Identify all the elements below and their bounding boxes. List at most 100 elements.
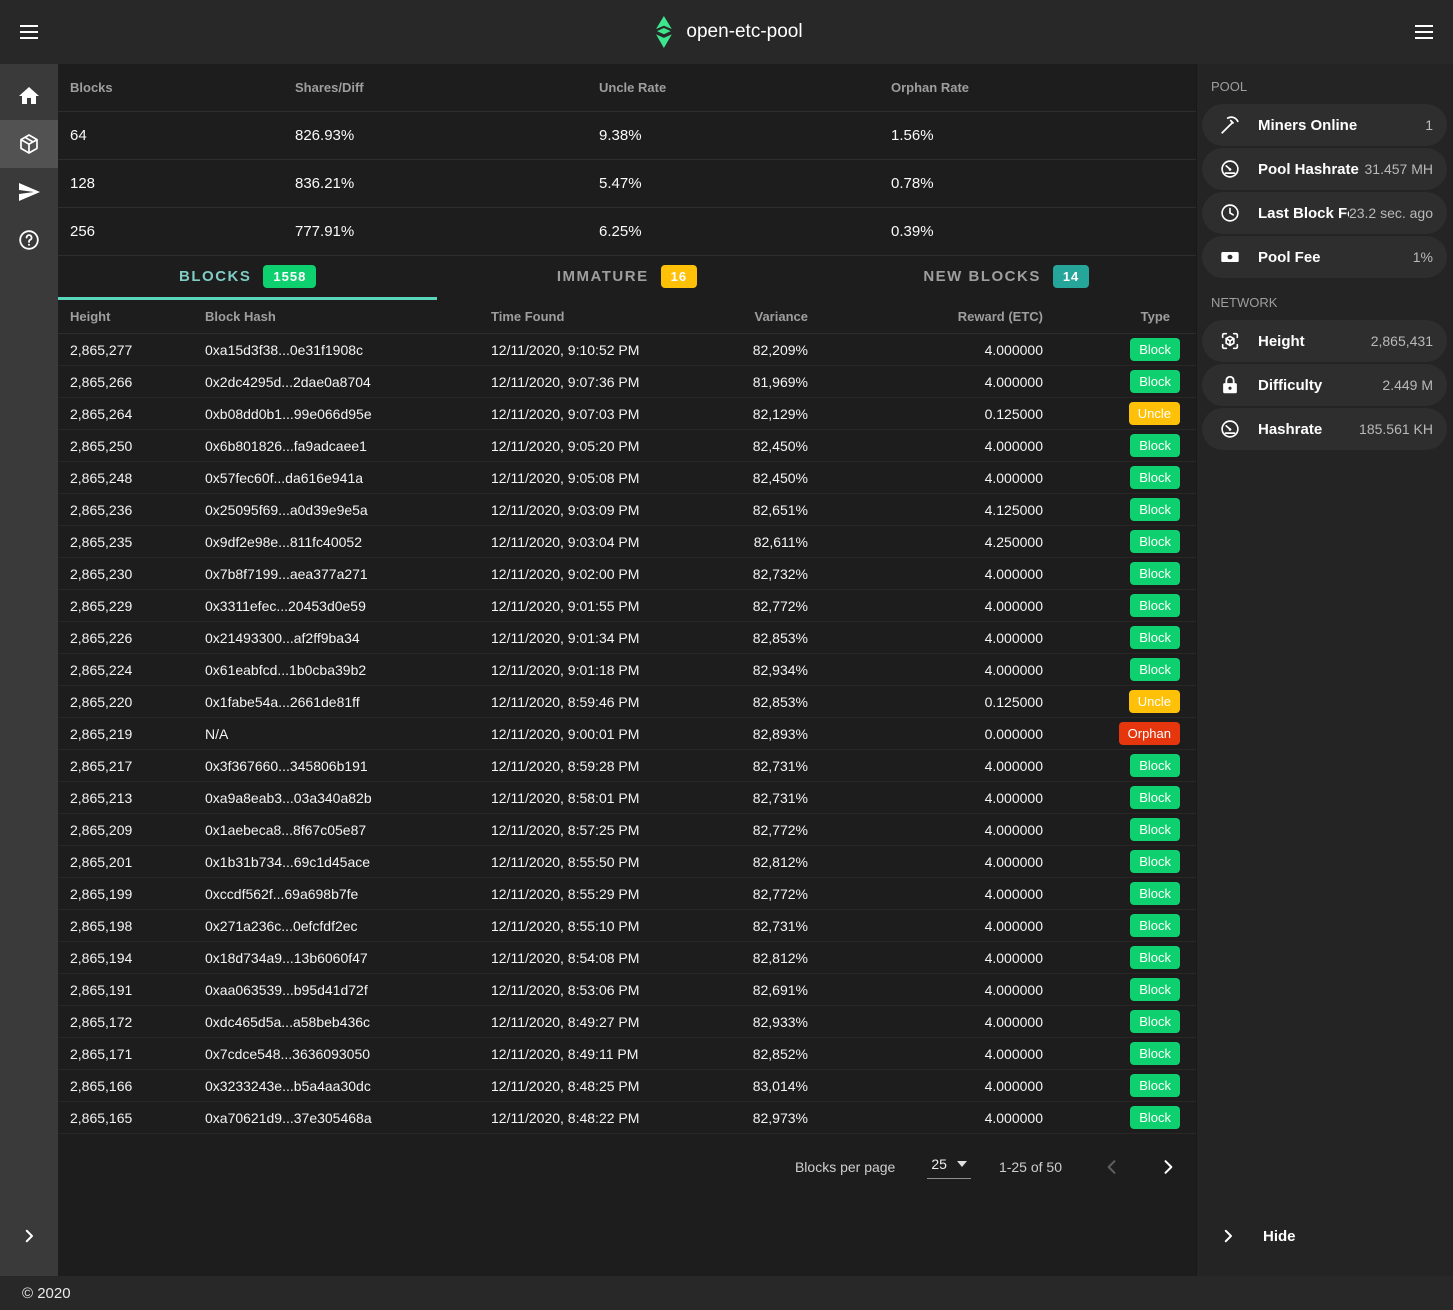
block-type-badge: Block xyxy=(1130,594,1180,617)
tab-immature[interactable]: IMMATURE16 xyxy=(437,256,816,300)
reward-cell: 0.125000 xyxy=(808,406,1043,422)
type-cell: Block xyxy=(1043,498,1196,521)
stats-row: 256777.91%6.25%0.39% xyxy=(58,208,1196,256)
block-hash-cell: 0x57fec60f...da616e941a xyxy=(193,470,479,486)
time-found-cell: 12/11/2020, 9:10:52 PM xyxy=(479,342,747,358)
height-cell: 2,865,198 xyxy=(58,918,193,934)
table-row: 2,865,2170x3f367660...345806b19112/11/20… xyxy=(58,750,1196,782)
shell: BlocksShares/DiffUncle RateOrphan Rate 6… xyxy=(0,64,1453,1276)
sidebar-stat-hashrate: Hashrate185.561 KH xyxy=(1202,408,1447,450)
table-row: 2,865,219N/A12/11/2020, 9:00:01 PM82,893… xyxy=(58,718,1196,750)
block-type-badge: Block xyxy=(1130,754,1180,777)
block-hash-cell: 0x2dc4295d...2dae0a8704 xyxy=(193,374,479,390)
table-row: 2,865,1710x7cdce548...363609305012/11/20… xyxy=(58,1038,1196,1070)
table-row: 2,865,2290x3311efec...20453d0e5912/11/20… xyxy=(58,590,1196,622)
height-cell: 2,865,165 xyxy=(58,1110,193,1126)
cube-scan-icon xyxy=(1219,330,1241,352)
rail-item-payments[interactable] xyxy=(0,168,58,216)
variance-cell: 82,853% xyxy=(747,630,808,646)
height-cell: 2,865,219 xyxy=(58,726,193,742)
tab-new-blocks[interactable]: NEW BLOCKS 14 xyxy=(817,256,1196,300)
variance-cell: 82,812% xyxy=(747,950,808,966)
reward-cell: 4.000000 xyxy=(808,662,1043,678)
variance-cell: 82,772% xyxy=(747,822,808,838)
rail-item-blocks[interactable] xyxy=(0,120,58,168)
stats-cell: 0.78% xyxy=(879,175,1196,192)
height-cell: 2,865,220 xyxy=(58,694,193,710)
block-hash-cell: 0x7cdce548...3636093050 xyxy=(193,1046,479,1062)
variance-cell: 82,812% xyxy=(747,854,808,870)
page-range: 1-25 of 50 xyxy=(999,1159,1062,1175)
variance-cell: 82,934% xyxy=(747,662,808,678)
footer: © 2020 xyxy=(0,1276,1453,1310)
variance-cell: 82,973% xyxy=(747,1110,808,1126)
type-cell: Block xyxy=(1043,370,1196,393)
block-type-badge: Block xyxy=(1130,562,1180,585)
menu-toggle-right-icon[interactable] xyxy=(1395,0,1453,64)
height-cell: 2,865,264 xyxy=(58,406,193,422)
block-hash-cell: 0x7b8f7199...aea377a271 xyxy=(193,566,479,582)
tab-blocks[interactable]: BLOCKS1558 xyxy=(58,256,437,300)
stats-col-header: Orphan Rate xyxy=(879,80,1196,95)
time-found-cell: 12/11/2020, 8:59:46 PM xyxy=(479,694,747,710)
table-row: 2,865,2130xa9a8eab3...03a340a82b12/11/20… xyxy=(58,782,1196,814)
chevron-right-icon xyxy=(20,1227,38,1245)
height-cell: 2,865,217 xyxy=(58,758,193,774)
time-found-cell: 12/11/2020, 8:55:50 PM xyxy=(479,854,747,870)
type-cell: Block xyxy=(1043,658,1196,681)
stats-cell: 836.21% xyxy=(283,175,587,192)
rail-item-home[interactable] xyxy=(0,72,58,120)
variance-cell: 82,852% xyxy=(747,1046,808,1062)
stat-label: Difficulty xyxy=(1258,377,1382,394)
luck-stats-header: BlocksShares/DiffUncle RateOrphan Rate xyxy=(58,64,1196,112)
stats-cell: 128 xyxy=(58,175,283,192)
time-found-cell: 12/11/2020, 8:55:10 PM xyxy=(479,918,747,934)
sidebar-stat-pool-fee: Pool Fee1% xyxy=(1202,236,1447,278)
block-type-badge: Block xyxy=(1130,658,1180,681)
menu-toggle-left-icon[interactable] xyxy=(0,0,58,64)
stat-value: 1% xyxy=(1413,249,1433,265)
stat-value: 2.449 M xyxy=(1382,377,1433,393)
type-cell: Block xyxy=(1043,882,1196,905)
per-page-select[interactable]: 25 xyxy=(927,1156,971,1179)
time-found-cell: 12/11/2020, 9:03:09 PM xyxy=(479,502,747,518)
variance-cell: 82,651% xyxy=(747,502,808,518)
next-page-button[interactable] xyxy=(1158,1157,1178,1177)
variance-cell: 83,014% xyxy=(747,1078,808,1094)
reward-cell: 4.000000 xyxy=(808,1110,1043,1126)
block-type-badge: Block xyxy=(1130,626,1180,649)
sidebar-stat-miners-online: Miners Online1 xyxy=(1202,104,1447,146)
blocks-col-header: Reward (ETC) xyxy=(808,309,1043,324)
sidebar-stat-last-block-fo-: Last Block Fo…23.2 sec. ago xyxy=(1202,192,1447,234)
sidebar-section-title-pool: POOL xyxy=(1197,64,1453,104)
rail-item-help[interactable] xyxy=(0,216,58,264)
block-hash-cell: 0xa15d3f38...0e31f1908c xyxy=(193,342,479,358)
type-cell: Block xyxy=(1043,786,1196,809)
sidebar-sections: POOLMiners Online1Pool Hashrate31.457 MH… xyxy=(1197,64,1453,452)
cube-icon xyxy=(17,132,41,156)
prev-page-button[interactable] xyxy=(1102,1157,1122,1177)
height-cell: 2,865,172 xyxy=(58,1014,193,1030)
time-found-cell: 12/11/2020, 8:53:06 PM xyxy=(479,982,747,998)
type-cell: Block xyxy=(1043,1042,1196,1065)
variance-cell: 82,853% xyxy=(747,694,808,710)
pagination: Blocks per page 25 1-25 of 50 xyxy=(58,1138,1196,1196)
table-row: 2,865,2300x7b8f7199...aea377a27112/11/20… xyxy=(58,558,1196,590)
block-type-badge: Block xyxy=(1130,818,1180,841)
tab-count-badge: 14 xyxy=(1053,265,1089,288)
block-type-badge: Block xyxy=(1130,370,1180,393)
hide-sidebar-button[interactable]: Hide xyxy=(1197,1212,1453,1260)
tab-label: NEW BLOCKS xyxy=(923,268,1041,285)
time-found-cell: 12/11/2020, 8:58:01 PM xyxy=(479,790,747,806)
stats-cell: 777.91% xyxy=(283,223,587,240)
topbar: open-etc-pool xyxy=(0,0,1453,64)
type-cell: Uncle xyxy=(1043,402,1196,425)
variance-cell: 82,450% xyxy=(747,470,808,486)
reward-cell: 0.000000 xyxy=(808,726,1043,742)
stat-label: Miners Online xyxy=(1258,117,1425,134)
table-row: 2,865,1980x271a236c...0efcfdf2ec12/11/20… xyxy=(58,910,1196,942)
time-found-cell: 12/11/2020, 9:01:34 PM xyxy=(479,630,747,646)
reward-cell: 4.000000 xyxy=(808,342,1043,358)
rail-collapse-button[interactable] xyxy=(0,1212,58,1260)
block-type-badge: Block xyxy=(1130,978,1180,1001)
